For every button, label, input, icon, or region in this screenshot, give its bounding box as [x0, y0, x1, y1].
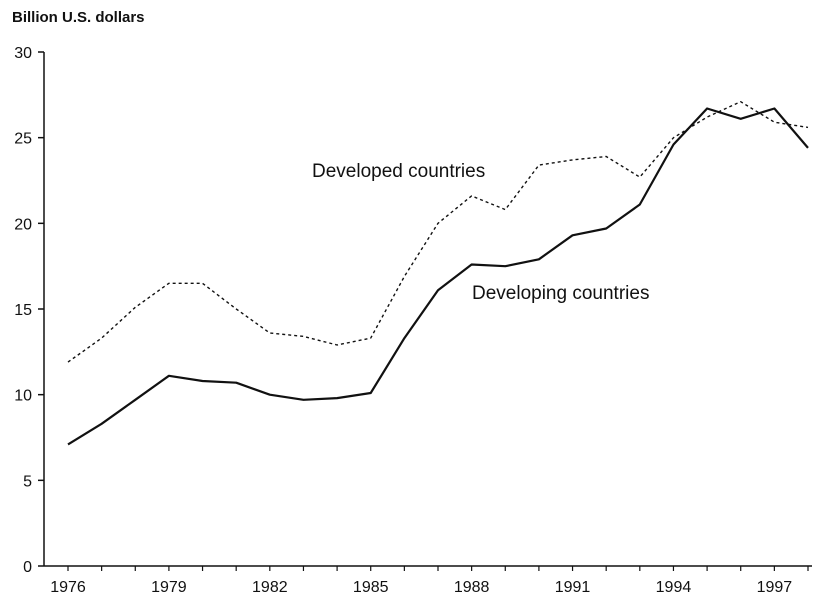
y-tick-label: 15	[14, 302, 32, 319]
y-tick-label: 10	[14, 388, 32, 405]
x-tick-label: 1979	[151, 579, 187, 596]
x-tick-label: 1982	[252, 579, 288, 596]
x-tick-label: 1976	[50, 579, 86, 596]
series-line-developing	[67, 107, 809, 446]
series-labels: Developed countries Developing countries	[312, 161, 649, 304]
axes: 0 5 10 15 20 25 30 1976 1979 1982 1985 1988 1991 1994…	[14, 45, 812, 596]
y-tick-label: 25	[14, 131, 32, 148]
series-line-developed	[67, 100, 809, 363]
series-label-developing: Developing countries	[472, 283, 649, 304]
series-label-developed: Developed countries	[312, 161, 485, 182]
x-tick-label: 1991	[555, 579, 591, 596]
y-axis-label: Billion U.S. dollars	[12, 9, 145, 26]
x-tick-label: 1988	[454, 579, 490, 596]
y-tick-label: 0	[23, 559, 32, 576]
x-tick-label: 1994	[656, 579, 692, 596]
y-tick-label: 20	[14, 216, 32, 233]
y-tick-label: 5	[23, 473, 32, 490]
x-tick-label: 1997	[757, 579, 793, 596]
series-layer	[67, 100, 809, 446]
x-tick-label: 1985	[353, 579, 389, 596]
y-tick-label: 30	[14, 45, 32, 62]
